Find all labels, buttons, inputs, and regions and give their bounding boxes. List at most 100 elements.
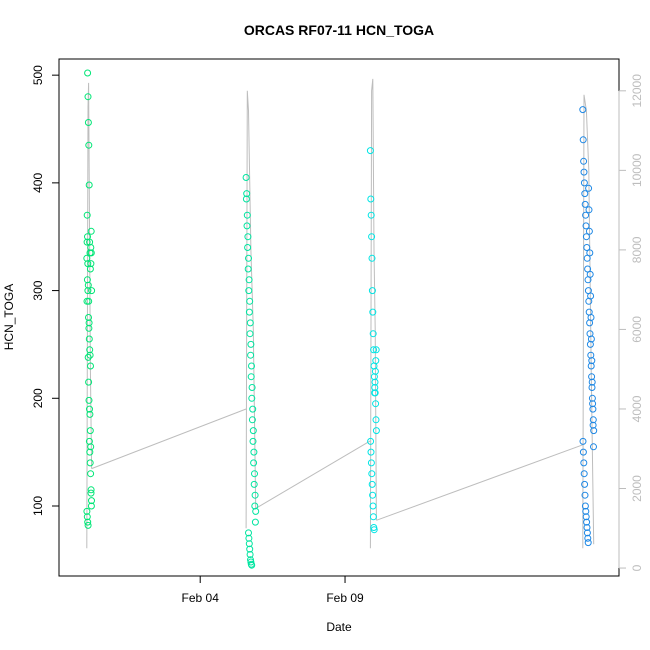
data-point <box>87 470 95 478</box>
data-point <box>244 233 252 241</box>
data-point <box>580 168 588 176</box>
x-tick-label: Feb 04 <box>182 591 220 605</box>
data-point <box>248 394 256 402</box>
y2-tick-label: 2000 <box>630 475 644 502</box>
data-point <box>588 378 596 386</box>
data-point <box>88 287 96 295</box>
y2-tick-label: 10000 <box>630 153 644 187</box>
x-axis: Feb 04 Feb 09 <box>182 576 364 605</box>
data-point <box>86 351 94 359</box>
data-point <box>369 491 377 499</box>
data-point <box>581 200 589 208</box>
y-tick-label: 200 <box>31 388 45 408</box>
data-point <box>581 480 589 488</box>
data-point <box>249 405 257 413</box>
data-point <box>582 211 590 219</box>
data-point <box>369 513 377 521</box>
chart-title: ORCAS RF07-11 HCN_TOGA <box>244 22 434 38</box>
data-point <box>367 437 375 445</box>
y2-tick-label: 12000 <box>630 74 644 108</box>
data-point <box>83 211 91 219</box>
data-point <box>583 529 591 537</box>
data-point <box>249 437 257 445</box>
data-point <box>86 427 94 435</box>
data-point <box>589 405 597 413</box>
data-point <box>251 491 259 499</box>
plot-frame <box>58 58 620 577</box>
data-point <box>246 330 254 338</box>
data-point <box>87 244 95 251</box>
y-tick-label: 500 <box>31 65 45 85</box>
data-point <box>371 378 379 386</box>
data-point <box>589 421 597 429</box>
data-point <box>372 346 380 354</box>
y2-tick-label: 0 <box>630 564 644 571</box>
y-tick-label: 100 <box>31 496 45 516</box>
data-point <box>246 319 254 327</box>
data-point <box>371 389 379 397</box>
data-point <box>83 254 91 262</box>
data-point <box>579 106 587 114</box>
data-point <box>243 190 251 198</box>
data-point <box>242 174 250 181</box>
data-point <box>367 195 375 203</box>
data-point <box>582 513 590 521</box>
y2-tick-label: 4000 <box>630 395 644 422</box>
data-point <box>583 518 591 526</box>
altitude-line-segment <box>376 444 583 521</box>
data-point <box>242 195 250 203</box>
data-point <box>366 147 374 155</box>
data-point <box>243 222 251 230</box>
data-point <box>579 448 587 456</box>
data-point <box>372 416 380 424</box>
y-axis-label: HCN_TOGA <box>2 284 16 350</box>
data-point <box>85 324 93 332</box>
data-point <box>583 244 591 251</box>
data-point <box>372 357 380 365</box>
data-point <box>87 362 94 370</box>
data-point <box>251 518 259 526</box>
data-point <box>371 367 379 375</box>
data-point <box>84 69 92 77</box>
data-point <box>87 249 95 257</box>
data-point <box>587 314 595 321</box>
data-point <box>583 524 591 531</box>
data-point <box>87 227 95 235</box>
data-point <box>371 384 379 391</box>
data-point <box>86 346 94 354</box>
data-point <box>83 513 91 521</box>
data-point <box>588 394 596 402</box>
data-point <box>368 480 376 488</box>
altitude-line-segment <box>245 90 257 529</box>
altitude-line-segment <box>91 408 247 470</box>
data-point <box>370 346 378 354</box>
data-point <box>370 526 378 534</box>
y-axis: 100 200 300 400 500 <box>31 65 60 516</box>
data-point <box>247 373 255 381</box>
data-point <box>245 276 253 284</box>
data-point <box>588 357 596 365</box>
data-point <box>86 448 94 456</box>
data-point <box>85 396 93 404</box>
data-point <box>367 211 375 219</box>
data-point <box>88 497 95 505</box>
data-point <box>84 260 92 268</box>
y2-axis: 0 2000 4000 6000 8000 10000 12000 <box>618 74 644 571</box>
data-point <box>368 254 376 262</box>
data-point <box>86 265 94 273</box>
data-point <box>250 480 258 488</box>
data-point <box>580 459 588 467</box>
altitude-line-segment <box>582 94 595 549</box>
data-point <box>244 244 252 251</box>
altitude-line-layer <box>86 78 595 549</box>
data-point <box>587 292 595 300</box>
data-point <box>83 238 91 246</box>
data-point <box>369 308 377 316</box>
data-point <box>586 270 594 278</box>
altitude-line-segment <box>369 78 377 549</box>
data-point <box>84 518 92 526</box>
data-point <box>587 362 595 370</box>
data-point <box>87 260 95 268</box>
data-point <box>369 330 377 338</box>
data-point <box>248 561 256 569</box>
